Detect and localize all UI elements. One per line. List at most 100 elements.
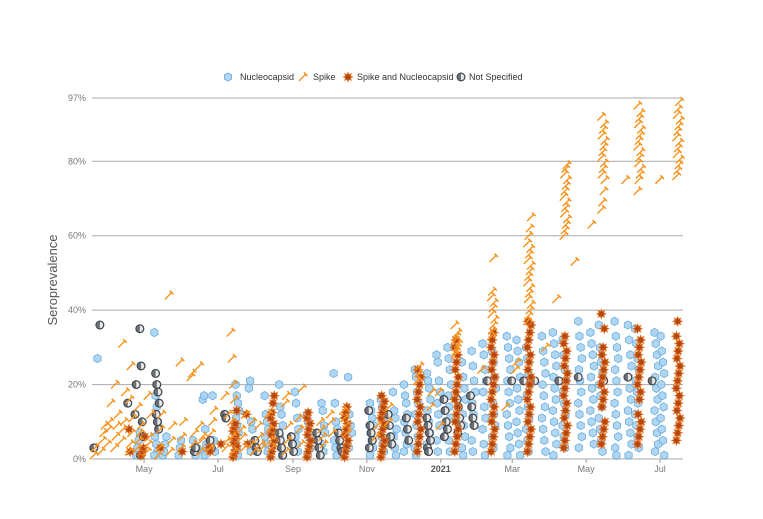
- data-point: [558, 412, 571, 424]
- y-tick-label: 97%: [68, 93, 86, 103]
- data-point: [634, 386, 647, 398]
- data-point: [650, 327, 659, 338]
- data-point: [443, 342, 452, 353]
- data-point: [102, 439, 113, 449]
- data-point: [549, 450, 558, 460]
- data-point: [414, 401, 426, 413]
- svg-text:Spike and Nucleocapsid: Spike and Nucleocapsid: [357, 72, 454, 82]
- legend-marker: [298, 71, 309, 82]
- data-point: [412, 438, 425, 450]
- x-tick-label: Mar: [504, 464, 520, 474]
- data-point: [634, 334, 647, 346]
- data-point: [634, 135, 644, 146]
- data-point: [559, 191, 569, 202]
- data-point: [399, 446, 408, 457]
- data-point: [501, 401, 511, 412]
- data-point: [540, 357, 549, 367]
- data-point: [612, 376, 621, 386]
- data-point: [256, 439, 267, 449]
- legend-item-spike-and-nucleocapsid[interactable]: Spike and Nucleocapsid: [342, 71, 454, 83]
- data-point: [636, 146, 646, 157]
- data-point: [449, 363, 462, 376]
- data-point: [539, 424, 548, 434]
- data-point: [425, 383, 434, 393]
- data-point: [599, 185, 609, 196]
- data-point: [537, 331, 546, 341]
- data-point: [424, 447, 434, 457]
- data-point: [439, 432, 449, 442]
- data-point: [450, 319, 460, 330]
- data-point: [132, 442, 143, 453]
- data-point: [674, 159, 684, 170]
- data-point: [525, 282, 536, 293]
- data-point: [674, 96, 685, 107]
- data-point: [411, 393, 423, 406]
- data-point: [221, 413, 231, 423]
- data-point: [632, 408, 644, 421]
- data-point: [229, 394, 240, 404]
- legend-item-nucleocapsid[interactable]: Nucleocapsid: [223, 72, 294, 82]
- data-point: [490, 314, 500, 324]
- data-point: [238, 431, 248, 442]
- data-point: [651, 338, 660, 349]
- y-tick-label: 0%: [73, 454, 86, 464]
- data-point: [329, 368, 338, 379]
- data-point: [671, 404, 683, 417]
- data-point: [613, 387, 622, 397]
- data-point: [521, 445, 534, 458]
- data-point: [260, 391, 269, 401]
- data-point: [674, 137, 685, 148]
- data-point: [95, 320, 105, 330]
- data-point: [134, 435, 144, 445]
- data-point: [636, 107, 646, 118]
- data-point: [479, 439, 488, 449]
- data-point: [326, 416, 337, 427]
- data-point: [599, 416, 611, 428]
- data-point: [143, 390, 153, 401]
- data-point: [634, 174, 644, 185]
- data-point: [559, 352, 572, 365]
- data-point: [539, 391, 548, 401]
- data-point: [289, 447, 299, 457]
- data-point: [634, 363, 646, 376]
- data-point: [574, 316, 583, 326]
- data-point: [392, 424, 401, 434]
- data-point: [560, 375, 572, 387]
- data-point: [109, 442, 120, 453]
- legend-item-not-specified[interactable]: Not Specified: [456, 72, 523, 82]
- data-point: [537, 413, 546, 423]
- data-point: [610, 398, 619, 408]
- data-point: [598, 446, 607, 457]
- data-point: [486, 292, 497, 302]
- data-point: [239, 442, 250, 453]
- data-point: [488, 423, 501, 435]
- data-point: [441, 417, 451, 427]
- data-point: [611, 331, 620, 341]
- x-tick-label: Jul: [212, 464, 224, 474]
- data-point: [103, 424, 114, 434]
- data-point: [552, 439, 561, 449]
- data-point: [400, 391, 410, 401]
- data-point: [240, 409, 251, 419]
- data-point: [479, 350, 488, 360]
- data-point: [574, 443, 583, 453]
- data-point: [577, 387, 586, 397]
- data-point: [152, 380, 162, 390]
- legend-item-spike[interactable]: Spike: [298, 71, 336, 82]
- data-point: [586, 327, 595, 338]
- data-point: [599, 158, 610, 168]
- data-point: [281, 446, 291, 457]
- data-point: [125, 439, 136, 449]
- data-point: [614, 353, 623, 364]
- data-point: [631, 322, 644, 335]
- data-point: [610, 316, 619, 326]
- data-point: [152, 417, 162, 427]
- data-point: [635, 169, 646, 179]
- data-point: [314, 443, 324, 453]
- half-circle-icon: [456, 72, 466, 82]
- data-point: [277, 409, 286, 419]
- data-point: [89, 450, 99, 460]
- data-point: [237, 424, 247, 434]
- data-point: [502, 331, 511, 341]
- data-point: [315, 416, 326, 427]
